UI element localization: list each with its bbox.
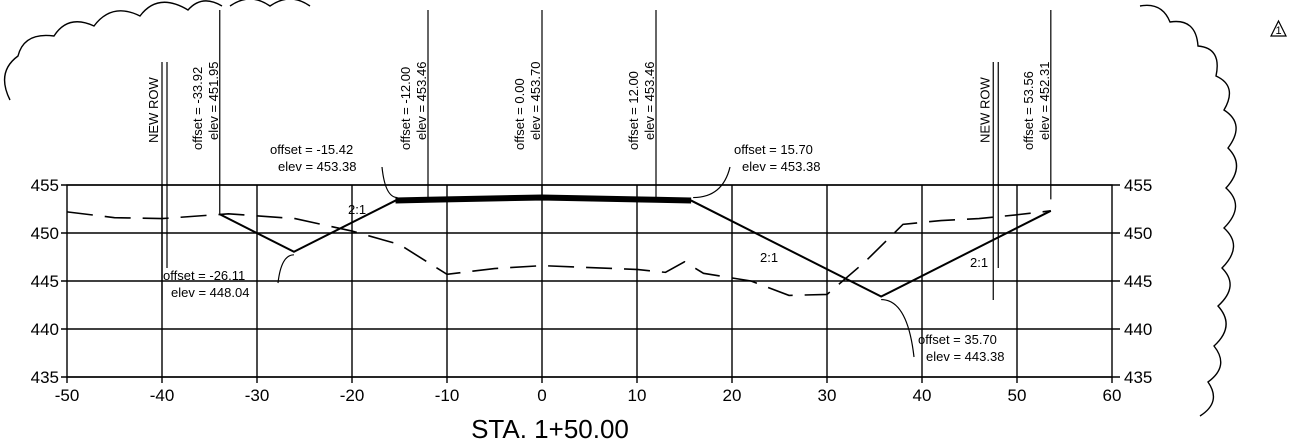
offset-elev-label: elev = 453.70 [528, 62, 543, 140]
callout-leader [693, 166, 731, 199]
x-tick-label: 50 [1008, 386, 1027, 405]
y-tick-label-right: 455 [1124, 176, 1152, 195]
offset-elev-label: elev = 452.31 [1037, 62, 1052, 140]
existing-ground-line [66, 210, 1051, 297]
offset-elev-label: offset = 0.00 [512, 78, 527, 150]
offset-elev-label: offset = -33.92 [190, 67, 205, 150]
offset-elev-label: offset = -12.00 [398, 67, 413, 150]
offset-elev-label: elev = 451.95 [206, 62, 221, 140]
callout-label: offset = -26.11 [163, 268, 245, 283]
x-tick-label: 60 [1103, 386, 1122, 405]
callout-leader [381, 166, 398, 199]
revision-number: 1 [1275, 25, 1281, 37]
callout-label: offset = -15.42 [270, 142, 353, 157]
callout-label: elev = 448.04 [171, 285, 249, 300]
revision-cloud-top [229, 0, 311, 7]
slope-ratio-label: 2:1 [970, 255, 988, 270]
station-title: STA. 1+50.00 [471, 414, 629, 444]
callout-label: offset = 35.70 [918, 332, 997, 347]
callout-label: elev = 443.38 [926, 349, 1004, 364]
offset-elev-label: elev = 453.46 [642, 62, 657, 140]
row-label: NEW ROW [977, 77, 992, 143]
slope-ratio-label: 2:1 [760, 250, 778, 265]
row-label: NEW ROW [146, 77, 161, 143]
offset-elev-label: offset = 53.56 [1021, 71, 1036, 150]
x-tick-label: 40 [913, 386, 932, 405]
revision-triangle-icon: 1 [1270, 19, 1287, 37]
y-tick-label-right: 440 [1124, 320, 1152, 339]
x-tick-label: 10 [628, 386, 647, 405]
y-tick-label-left: 445 [31, 272, 59, 291]
x-tick-label: 0 [537, 386, 546, 405]
x-tick-label: 20 [723, 386, 742, 405]
revision-cloud [3, 0, 1238, 417]
x-tick-label: -40 [150, 386, 175, 405]
callout-leader [277, 254, 295, 284]
y-tick-label-right: 435 [1124, 368, 1152, 387]
callout-label: elev = 453.38 [742, 159, 820, 174]
y-tick-label-right: 445 [1124, 272, 1152, 291]
x-tick-label: -50 [55, 386, 80, 405]
y-tick-label-left: 440 [31, 320, 59, 339]
offset-elev-label: offset = 12.00 [626, 71, 641, 150]
y-tick-label-left: 450 [31, 224, 59, 243]
y-tick-label-left: 455 [31, 176, 59, 195]
x-tick-label: -20 [340, 386, 365, 405]
callout-label: elev = 453.38 [278, 159, 356, 174]
x-tick-label: 30 [818, 386, 837, 405]
slope-ratio-label: 2:1 [348, 202, 366, 217]
callout-leader [881, 298, 915, 358]
x-tick-label: -30 [245, 386, 270, 405]
x-tick-label: -10 [435, 386, 460, 405]
callout-label: offset = 15.70 [734, 142, 813, 157]
y-tick-label-left: 435 [31, 368, 59, 387]
y-tick-label-right: 450 [1124, 224, 1152, 243]
road-surface-line [395, 194, 692, 204]
offset-elev-label: elev = 453.46 [414, 62, 429, 140]
